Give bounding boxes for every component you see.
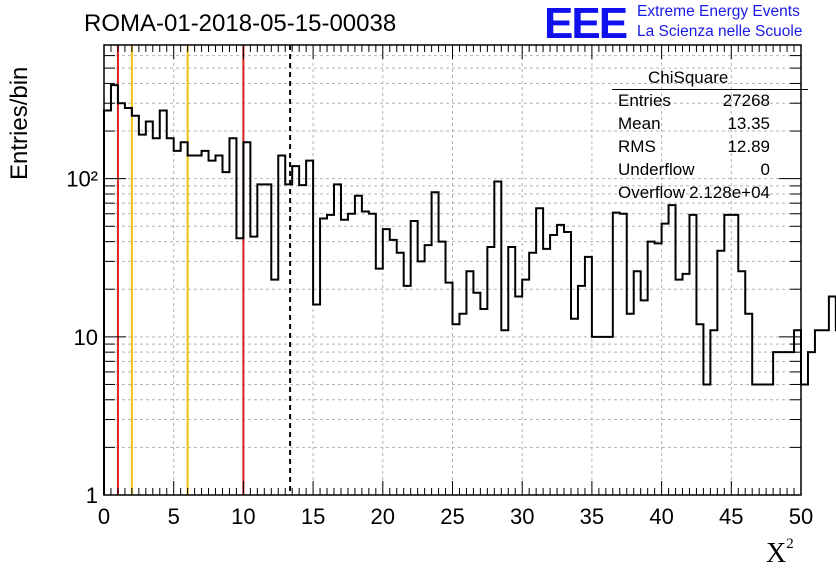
x-tick-label: 10 [231, 504, 255, 529]
x-tick-label: 35 [580, 504, 604, 529]
stats-value: 27268 [722, 91, 770, 110]
stats-row-rms: RMS 12.89 [618, 137, 770, 159]
y-tick-label: 10² [66, 167, 98, 192]
stats-row-overflow: Overflow 2.128e+04 [618, 183, 770, 205]
stats-title: ChiSquare [648, 68, 729, 87]
x-tick-label: 50 [789, 504, 813, 529]
y-tick-label: 10 [74, 325, 98, 350]
eee-logo: EEE [544, 0, 628, 48]
stats-key: Mean [618, 114, 661, 133]
stats-row-mean: Mean 13.35 [618, 114, 770, 136]
stats-row-underflow: Underflow 0 [618, 160, 770, 182]
histogram-series [103, 84, 836, 495]
chart-title: ROMA-01-2018-05-15-00038 [84, 10, 397, 37]
x-tick-label: 5 [168, 504, 180, 529]
y-axis-label: Entries/bin [6, 66, 33, 180]
logo-subtitle-line1: Extreme Energy Events [637, 3, 800, 20]
x-axis-label: X2 [766, 535, 794, 569]
stats-value: 0 [760, 160, 770, 179]
stats-key: Entries [618, 91, 671, 110]
logo-subtitle-line2: La Scienza nelle Scuole [637, 23, 803, 40]
stats-value: 2.128e+04 [689, 183, 770, 202]
x-tick-label: 25 [440, 504, 464, 529]
stats-key: Underflow [618, 160, 695, 179]
x-tick-label: 45 [719, 504, 743, 529]
y-tick-label: 1 [86, 483, 98, 508]
x-tick-label: 30 [510, 504, 534, 529]
stats-value: 12.89 [727, 137, 770, 156]
x-tick-label: 0 [98, 504, 110, 529]
stats-key: RMS [618, 137, 656, 156]
stats-row-entries: Entries 27268 [618, 91, 770, 113]
x-tick-label: 40 [649, 504, 673, 529]
stats-key: Overflow [618, 183, 686, 202]
stats-divider [612, 89, 808, 90]
stats-value: 13.35 [727, 114, 770, 133]
x-tick-label: 20 [371, 504, 395, 529]
x-tick-label: 15 [301, 504, 325, 529]
